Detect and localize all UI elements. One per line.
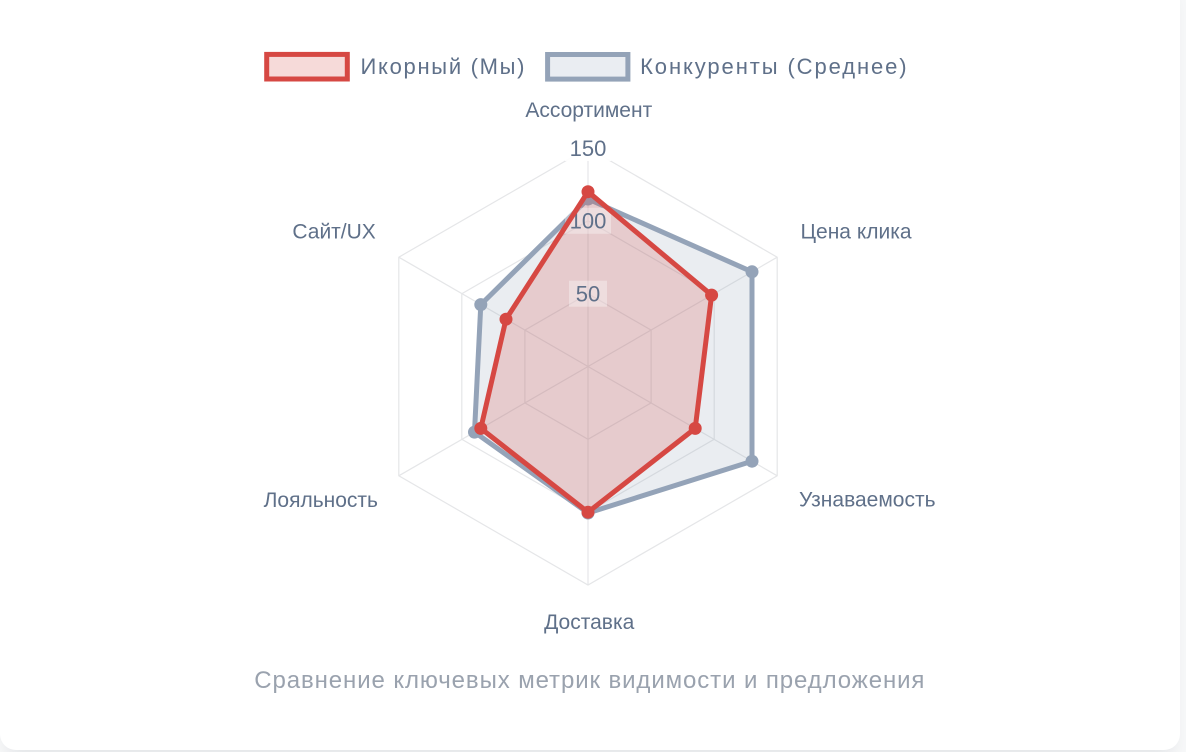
svg-text:Икорный (Мы): Икорный (Мы): [361, 54, 527, 79]
svg-text:Сайт/UX: Сайт/UX: [292, 220, 375, 243]
svg-text:150: 150: [570, 136, 607, 161]
svg-text:Доставка: Доставка: [544, 611, 635, 634]
svg-text:Лояльность: Лояльность: [264, 489, 378, 512]
svg-text:Сравнение ключевых метрик види: Сравнение ключевых метрик видимости и пр…: [254, 667, 925, 694]
svg-text:Узнаваемость: Узнаваемость: [799, 489, 936, 512]
svg-text:Цена клика: Цена клика: [801, 221, 912, 244]
svg-text:Конкуренты (Среднее): Конкуренты (Среднее): [640, 54, 908, 79]
svg-text:50: 50: [576, 282, 600, 307]
svg-text:Ассортимент: Ассортимент: [525, 99, 652, 122]
